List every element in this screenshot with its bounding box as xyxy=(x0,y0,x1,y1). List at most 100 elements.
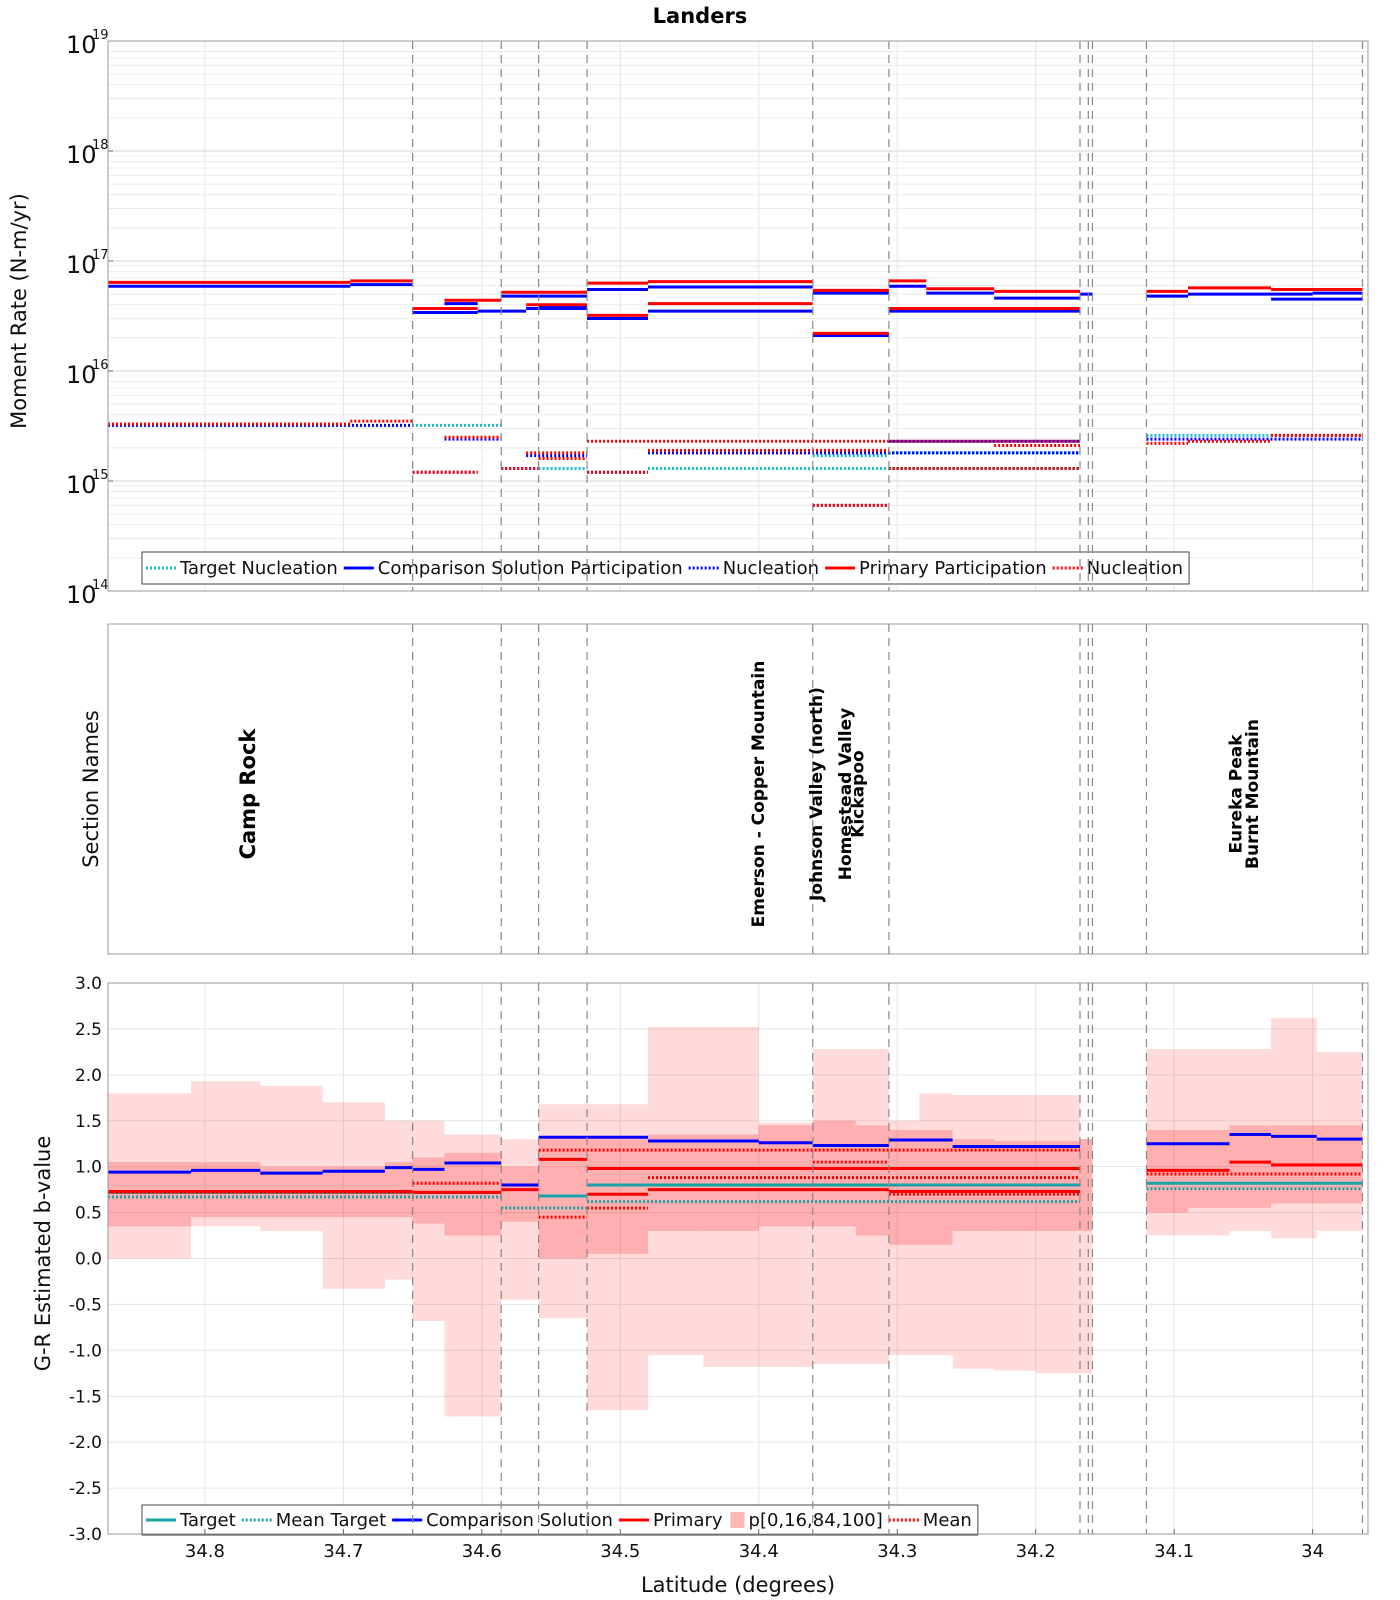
plot-frame xyxy=(107,623,1369,955)
percentile-band-inner xyxy=(888,1129,920,1245)
section-name-label: Eureka Peak xyxy=(1226,734,1246,854)
x-axis-label: Latitude (degrees) xyxy=(641,1573,835,1597)
percentile-band-inner xyxy=(758,1125,813,1227)
percentile-band-inner xyxy=(501,1166,539,1222)
percentile-band-outer xyxy=(108,1093,192,1259)
y-tick-label: 1.5 xyxy=(75,1112,102,1132)
percentile-band-inner xyxy=(587,1139,648,1254)
x-tick-label: 34.8 xyxy=(185,1541,225,1562)
percentile-band-outer xyxy=(812,1049,856,1365)
section-name-label: Kickapoo xyxy=(848,750,868,837)
percentile-band-outer xyxy=(703,1027,759,1367)
x-tick-label: 34.4 xyxy=(739,1541,779,1562)
plot-frame xyxy=(107,40,1369,592)
percentile-band-inner xyxy=(384,1162,413,1218)
y-tick-exponent: 17 xyxy=(92,248,109,263)
y-tick-exponent: 18 xyxy=(92,138,109,153)
legend-entry-label: Target Nucleation xyxy=(179,558,338,579)
percentile-band-outer xyxy=(994,1095,1036,1371)
percentile-band-outer xyxy=(444,1134,502,1417)
section-name-label: Burnt Mountain xyxy=(1243,719,1263,869)
percentile-band-outer xyxy=(1316,1051,1363,1231)
percentile-band-inner xyxy=(855,1125,889,1236)
percentile-band-outer xyxy=(758,1122,813,1367)
y-tick-label: -0.5 xyxy=(69,1295,102,1315)
y-tick-label: 10 xyxy=(66,361,97,389)
y-tick-label: -1.5 xyxy=(69,1387,102,1407)
y-axis-label: G-R Estimated b-value xyxy=(31,1136,55,1372)
y-tick-label: 2.0 xyxy=(75,1066,102,1086)
percentile-band-outer xyxy=(384,1120,413,1280)
percentile-band-inner xyxy=(538,1139,588,1259)
y-tick-exponent: 19 xyxy=(92,28,109,43)
percentile-band-outer xyxy=(260,1085,323,1231)
legend-entry-label: Nucleation xyxy=(723,558,819,579)
percentile-band-outer xyxy=(1271,1017,1317,1239)
x-tick-label: 34.2 xyxy=(1016,1541,1056,1562)
legend-entry-label: Mean xyxy=(923,1510,972,1531)
percentile-band-inner xyxy=(812,1120,856,1227)
legend-entry-label: Primary Participation xyxy=(859,558,1047,579)
legend-box xyxy=(141,551,1190,585)
percentile-band-outer xyxy=(855,1049,889,1365)
y-tick-label: 3.0 xyxy=(75,974,102,994)
section-name-label: Johnson Valley (north) xyxy=(807,687,827,902)
percentile-band-outer xyxy=(587,1104,648,1411)
y-tick-label: 10 xyxy=(66,31,97,59)
y-tick-label: 1.0 xyxy=(75,1158,102,1178)
percentile-band-outer xyxy=(888,1120,920,1355)
chart-title: Landers xyxy=(653,4,748,28)
percentile-band-outer xyxy=(1229,1049,1272,1231)
y-tick-label: 10 xyxy=(66,251,97,279)
y-tick-exponent: 16 xyxy=(92,358,109,373)
section-name-label: Emerson - Copper Mountain xyxy=(749,661,769,928)
y-axis-label: Moment Rate (N-m/yr) xyxy=(7,193,31,429)
section-name-label: Homestead Valley xyxy=(836,708,856,880)
y-tick-label: 0.0 xyxy=(75,1250,102,1270)
y-tick-label: -2.0 xyxy=(69,1433,102,1453)
legend-swatch xyxy=(730,1512,745,1528)
percentile-band-outer xyxy=(919,1093,953,1355)
legend-entry-label: Comparison Solution Participation xyxy=(378,558,683,579)
plot-frame xyxy=(107,982,1369,1535)
percentile-band-inner xyxy=(412,1157,445,1224)
percentile-band-outer xyxy=(1080,1139,1093,1374)
section-names-panel: Camp Rock Emerson - Copper Mountain Johnso… xyxy=(236,661,1263,928)
b-value-panel: 3.0 2.5 2.0 1.5 1.0 0.5 0.0 -0.5 -1.0 -1.5 -2.0 -2.… xyxy=(69,974,1368,1545)
percentile-band-inner xyxy=(1229,1125,1272,1208)
x-tick-label: 34.6 xyxy=(462,1541,502,1562)
section-name-label: Camp Rock xyxy=(236,728,260,860)
legend-entry-label: p[0,16,84,100] xyxy=(749,1510,883,1531)
percentile-band-outer xyxy=(412,1120,445,1321)
legend-box xyxy=(141,1504,979,1536)
percentile-band-outer xyxy=(538,1104,588,1319)
legend-entry-label: Nucleation xyxy=(1087,558,1183,579)
y-tick-label: -3.0 xyxy=(69,1525,102,1545)
y-tick-label: -2.5 xyxy=(69,1479,102,1499)
y-tick-exponent: 14 xyxy=(92,578,109,593)
y-tick-exponent: 15 xyxy=(92,468,109,483)
percentile-band-outer xyxy=(1035,1095,1080,1374)
x-tick-label: 34 xyxy=(1301,1541,1324,1562)
y-tick-label: 10 xyxy=(66,141,97,169)
percentile-band-outer xyxy=(191,1081,261,1227)
x-tick-label: 34.1 xyxy=(1154,1541,1194,1562)
percentile-band-outer xyxy=(952,1095,995,1369)
x-tick-label: 34.5 xyxy=(600,1541,640,1562)
legend-entry-label: Target xyxy=(179,1510,236,1531)
percentile-band-inner xyxy=(1080,1139,1093,1231)
y-tick-label: 10 xyxy=(66,471,97,499)
legend-entry-label: Comparison Solution xyxy=(426,1510,613,1531)
legend-entry-label: Mean Target xyxy=(276,1510,386,1531)
x-tick-label: 34.7 xyxy=(323,1541,363,1562)
percentile-band-inner xyxy=(919,1129,953,1245)
y-tick-label: 10 xyxy=(66,581,97,609)
y-tick-label: 0.5 xyxy=(75,1204,102,1224)
percentile-band-outer xyxy=(501,1139,539,1300)
y-tick-label: -1.0 xyxy=(69,1341,102,1361)
y-tick-label: 2.5 xyxy=(75,1020,102,1040)
y-axis-label: Section Names xyxy=(79,710,103,868)
legend-entry-label: Primary xyxy=(653,1510,723,1531)
x-tick-label: 34.3 xyxy=(877,1541,917,1562)
